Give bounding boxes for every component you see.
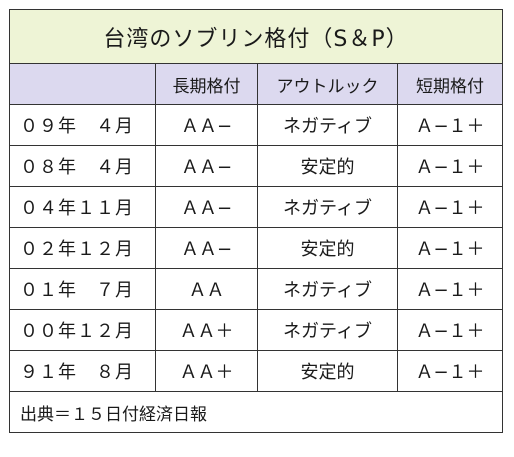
- header-date: [9, 63, 156, 105]
- table-row: ００年１２月 ＡＡ＋ ネガティブ Ａ−１＋: [9, 309, 504, 351]
- date-cell: ０８年 ４月: [9, 145, 156, 187]
- long-term-cell: ＡＡ＋: [155, 309, 258, 351]
- long-term-cell: ＡＡ−: [155, 104, 258, 146]
- long-term-cell: ＡＡ−: [155, 227, 258, 269]
- outlook-cell: ネガティブ: [257, 186, 398, 228]
- date-cell: ００年１２月: [9, 309, 156, 351]
- source-note: 出典＝１５日付経済日報: [8, 391, 504, 433]
- long-term-cell: ＡＡ＋: [155, 350, 258, 392]
- outlook-cell: ネガティブ: [257, 309, 398, 351]
- short-term-cell: Ａ−１＋: [396, 309, 504, 351]
- short-term-cell: Ａ−１＋: [396, 186, 504, 228]
- short-term-cell: Ａ−１＋: [396, 104, 504, 146]
- title-row: 台湾のソブリン格付（S＆P）: [8, 9, 504, 64]
- header-short-term-rating: 短期格付: [396, 63, 504, 105]
- header-long-term-rating: 長期格付: [155, 63, 258, 105]
- outlook-cell: ネガティブ: [257, 268, 398, 310]
- header-outlook: アウトルック: [257, 63, 398, 105]
- long-term-cell: ＡＡ−: [155, 145, 258, 187]
- table-row: ０２年１２月 ＡＡ− 安定的 Ａ−１＋: [9, 227, 504, 269]
- long-term-cell: ＡＡ−: [155, 186, 258, 228]
- table-row: ０８年 ４月 ＡＡ− 安定的 Ａ−１＋: [9, 145, 504, 187]
- short-term-cell: Ａ−１＋: [396, 268, 504, 310]
- footer-row: 出典＝１５日付経済日報: [8, 391, 504, 433]
- date-cell: ０９年 ４月: [9, 104, 156, 146]
- table-title: 台湾のソブリン格付（S＆P）: [8, 9, 504, 64]
- short-term-cell: Ａ−１＋: [396, 227, 504, 269]
- outlook-cell: 安定的: [257, 227, 398, 269]
- short-term-cell: Ａ−１＋: [396, 350, 504, 392]
- date-cell: ０２年１２月: [9, 227, 156, 269]
- date-cell: ０１年 ７月: [9, 268, 156, 310]
- table-row: ０９年 ４月 ＡＡ− ネガティブ Ａ−１＋: [9, 104, 504, 146]
- date-cell: ９１年 ８月: [9, 350, 156, 392]
- sovereign-rating-table: 台湾のソブリン格付（S＆P） 長期格付 アウトルック 短期格付 ０９年 ４月 Ａ…: [8, 9, 504, 433]
- short-term-cell: Ａ−１＋: [396, 145, 504, 187]
- header-row: 長期格付 アウトルック 短期格付: [9, 63, 504, 105]
- outlook-cell: ネガティブ: [257, 104, 398, 146]
- outlook-cell: 安定的: [257, 145, 398, 187]
- long-term-cell: ＡＡ: [155, 268, 258, 310]
- date-cell: ０４年１１月: [9, 186, 156, 228]
- outlook-cell: 安定的: [257, 350, 398, 392]
- table-row: ９１年 ８月 ＡＡ＋ 安定的 Ａ−１＋: [9, 350, 504, 392]
- table-row: ０４年１１月 ＡＡ− ネガティブ Ａ−１＋: [9, 186, 504, 228]
- table-row: ０１年 ７月 ＡＡ ネガティブ Ａ−１＋: [9, 268, 504, 310]
